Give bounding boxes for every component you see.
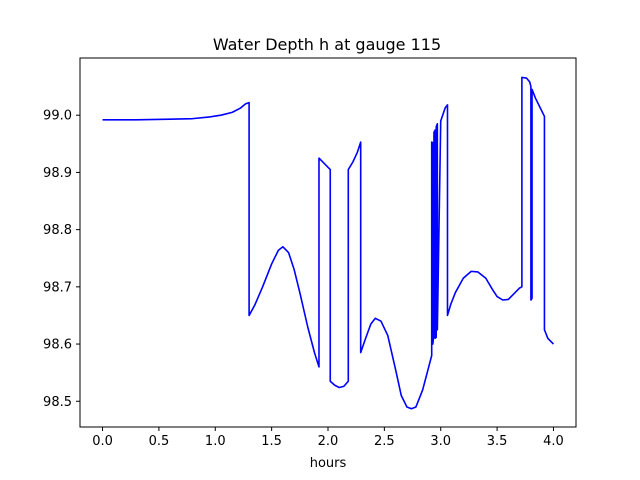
x-tick-label: 0.5 <box>149 434 170 449</box>
y-tick-label: 98.9 <box>43 166 72 181</box>
y-tick-label: 98.7 <box>43 280 72 295</box>
y-tick-label: 98.5 <box>43 395 72 410</box>
x-tick-label: 3.5 <box>487 434 508 449</box>
series-line-0 <box>102 76 555 410</box>
x-axis: 0.0 0.5 1.0 1.5 2.0 2.5 3.0 3.5 4.0 <box>92 427 564 449</box>
x-tick-label: 1.0 <box>205 434 226 449</box>
x-tick-label: 3.0 <box>430 434 451 449</box>
x-axis-title: hours <box>310 456 347 471</box>
x-tick-label: 0.0 <box>92 434 113 449</box>
y-tick-label: 98.6 <box>43 338 72 353</box>
x-tick-label: 1.5 <box>261 434 282 449</box>
chart-title: Water Depth h at gauge 115 <box>213 35 441 54</box>
x-tick-label: 4.0 <box>543 434 564 449</box>
x-tick-label: 2.0 <box>318 434 339 449</box>
y-tick-label: 99.0 <box>43 109 72 124</box>
y-axis: 98.5 98.6 98.7 98.8 98.9 99.0 <box>43 109 80 410</box>
y-tick-label: 98.8 <box>43 223 72 238</box>
plot-area <box>102 76 555 410</box>
plot-frame <box>79 57 577 428</box>
x-tick-label: 2.5 <box>374 434 395 449</box>
